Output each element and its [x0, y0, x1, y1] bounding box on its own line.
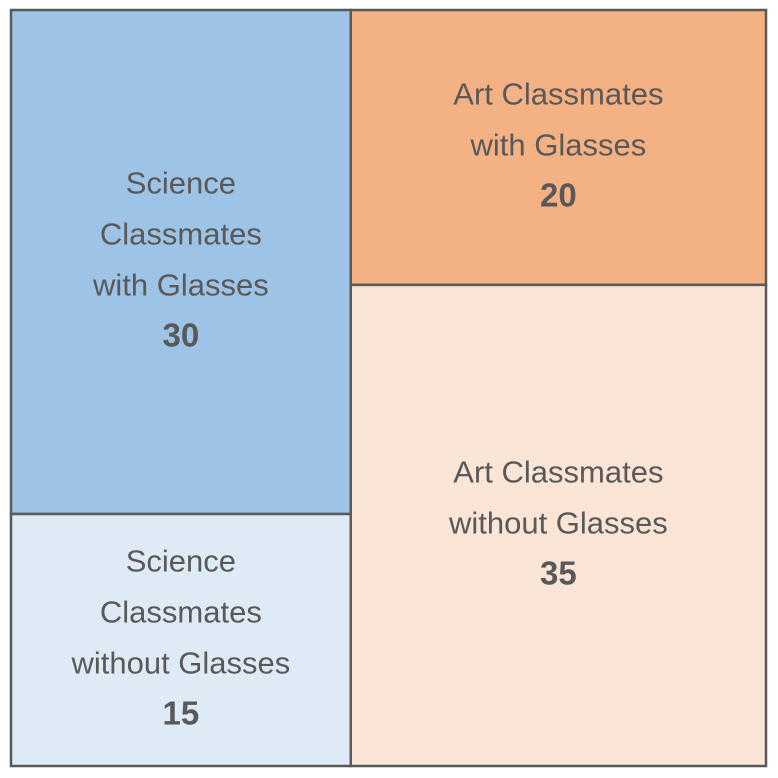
mosaic-cell-label-line: Science	[126, 166, 236, 201]
mosaic-cell-art-1	[349, 283, 768, 768]
mosaic-cell-label-line: without Glasses	[448, 505, 668, 540]
mosaic-cell-label-line: Classmates	[100, 217, 262, 252]
mosaic-cell-label-line: Art Classmates	[453, 76, 663, 111]
mosaic-cell-value: 30	[163, 317, 200, 354]
mosaic-cell-label-line: with Glasses	[470, 127, 647, 162]
mosaic-cell-label-line: Art Classmates	[453, 454, 663, 489]
mosaic-cell-label-line: without Glasses	[70, 646, 290, 681]
mosaic-cell-value: 15	[163, 695, 200, 732]
mosaic-cell-label-line: with Glasses	[92, 268, 269, 303]
mosaic-cell-science-0	[9, 8, 352, 516]
mosaic-cell-value: 20	[540, 176, 577, 213]
mosaic-cell-art-0	[349, 8, 768, 287]
mosaic-cell-science-1	[9, 512, 352, 768]
mosaic-cell-label-line: Classmates	[100, 595, 262, 630]
mosaic-cell-label-line: Science	[126, 544, 236, 579]
mosaic-cell-value: 35	[540, 554, 577, 591]
